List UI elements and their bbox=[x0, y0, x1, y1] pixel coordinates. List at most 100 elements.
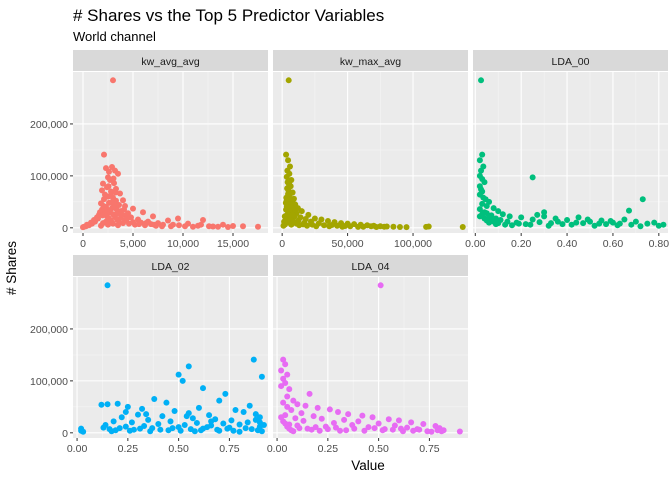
data-point-lda-00 bbox=[529, 216, 536, 223]
chart-subtitle: World channel bbox=[73, 29, 156, 44]
data-point-kw-avg-avg bbox=[140, 209, 146, 216]
data-point-kw-avg-avg bbox=[99, 187, 105, 194]
data-point-lda-00 bbox=[481, 179, 488, 186]
data-point-lda-00 bbox=[573, 219, 580, 226]
data-point-lda-04 bbox=[284, 371, 291, 378]
y-axis-title: # Shares bbox=[4, 241, 19, 295]
data-point-lda-00 bbox=[522, 221, 529, 228]
data-point-lda-02 bbox=[177, 427, 184, 434]
data-point-lda-00 bbox=[639, 196, 646, 203]
facet-strip-label-kw-max-avg: kw_max_avg bbox=[340, 56, 401, 68]
data-point-lda-02 bbox=[228, 417, 235, 424]
data-point-lda-04 bbox=[341, 416, 348, 423]
data-point-kw-avg-avg bbox=[182, 223, 188, 230]
data-point-kw-avg-avg bbox=[190, 223, 196, 230]
data-point-lda-00 bbox=[559, 221, 566, 228]
data-point-lda-00 bbox=[502, 221, 509, 228]
data-point-lda-02 bbox=[116, 425, 123, 432]
data-point-kw-max-avg bbox=[281, 213, 288, 220]
y-tick-label: 100,000 bbox=[30, 171, 68, 183]
data-point-lda-02 bbox=[204, 424, 211, 431]
data-point-kw-avg-avg bbox=[130, 219, 136, 226]
data-point-lda-02 bbox=[246, 402, 253, 409]
data-point-lda-00 bbox=[628, 221, 635, 228]
data-point-kw-avg-avg bbox=[111, 180, 117, 187]
data-point-lda-02 bbox=[122, 409, 129, 416]
data-point-lda-04 bbox=[404, 424, 411, 431]
data-point-lda-02 bbox=[240, 409, 247, 416]
data-point-lda-02 bbox=[230, 427, 237, 434]
data-point-lda-00 bbox=[479, 151, 486, 158]
data-point-lda-04 bbox=[408, 419, 415, 426]
data-point-lda-00 bbox=[651, 219, 658, 226]
x-tick-label-lda-02: 0.75 bbox=[219, 443, 240, 455]
data-point-lda-04 bbox=[420, 420, 427, 427]
data-point-lda-02 bbox=[236, 421, 243, 428]
y-tick-label: 200,000 bbox=[30, 324, 68, 336]
data-point-kw-max-avg bbox=[285, 157, 292, 164]
facet-strip-label-lda-00: LDA_00 bbox=[552, 56, 590, 68]
data-point-lda-00 bbox=[621, 216, 628, 223]
data-point-lda-04 bbox=[282, 361, 289, 368]
data-point-lda-04 bbox=[302, 402, 309, 409]
data-point-lda-04 bbox=[369, 414, 376, 421]
data-point-kw-avg-avg bbox=[255, 223, 261, 230]
data-point-lda-04 bbox=[282, 379, 289, 386]
data-point-lda-00 bbox=[564, 217, 571, 224]
data-point-lda-00 bbox=[575, 214, 582, 221]
data-point-lda-00 bbox=[660, 221, 667, 228]
data-point-kw-max-avg bbox=[324, 218, 331, 225]
data-point-kw-avg-avg bbox=[107, 192, 114, 199]
data-point-lda-04 bbox=[278, 367, 285, 374]
data-point-lda-04 bbox=[310, 413, 317, 420]
data-point-lda-04 bbox=[355, 418, 362, 425]
x-tick-label-kw-max-avg: 0 bbox=[279, 238, 285, 250]
data-point-lda-04 bbox=[306, 390, 313, 397]
data-point-kw-max-avg bbox=[373, 224, 380, 231]
data-point-lda-00 bbox=[626, 207, 632, 214]
data-point-lda-00 bbox=[495, 208, 502, 215]
data-point-lda-02 bbox=[143, 411, 150, 418]
data-point-lda-04 bbox=[290, 397, 297, 404]
facet-strip-label-lda-02: LDA_02 bbox=[152, 261, 190, 273]
data-point-kw-avg-avg bbox=[136, 221, 142, 228]
data-point-lda-04 bbox=[292, 415, 299, 422]
data-point-lda-00 bbox=[483, 202, 490, 209]
data-point-kw-max-avg bbox=[381, 223, 388, 230]
data-point-lda-02 bbox=[236, 428, 243, 435]
data-point-lda-02 bbox=[171, 407, 178, 414]
data-point-kw-max-avg bbox=[285, 77, 292, 84]
data-point-lda-04 bbox=[345, 411, 352, 418]
data-point-lda-04 bbox=[284, 393, 291, 400]
data-point-lda-00 bbox=[616, 220, 623, 227]
x-axis-title: Value bbox=[351, 458, 385, 473]
data-point-lda-02 bbox=[220, 420, 227, 427]
data-point-lda-00 bbox=[580, 220, 587, 227]
data-point-lda-02 bbox=[155, 420, 162, 427]
data-point-lda-04 bbox=[326, 406, 333, 413]
data-point-kw-avg-avg bbox=[225, 224, 231, 231]
data-point-lda-00 bbox=[644, 220, 651, 227]
data-point-lda-02 bbox=[159, 413, 166, 420]
data-point-lda-00 bbox=[548, 220, 554, 227]
data-point-lda-00 bbox=[527, 221, 534, 228]
data-point-kw-avg-avg bbox=[104, 207, 111, 214]
data-point-lda-02 bbox=[139, 405, 146, 412]
data-point-lda-02 bbox=[189, 415, 196, 422]
data-point-lda-04 bbox=[324, 426, 331, 433]
data-point-lda-00 bbox=[632, 218, 639, 225]
data-point-lda-02 bbox=[214, 426, 221, 433]
data-point-kw-max-avg bbox=[283, 151, 290, 158]
data-point-lda-04 bbox=[438, 428, 445, 435]
data-point-lda-04 bbox=[351, 425, 358, 432]
data-point-lda-02 bbox=[224, 425, 231, 432]
x-tick-label-lda-00: 0.40 bbox=[557, 238, 578, 250]
data-point-lda-02 bbox=[122, 423, 129, 430]
data-point-kw-max-avg bbox=[321, 222, 328, 229]
data-point-lda-02 bbox=[110, 418, 117, 425]
data-point-lda-02 bbox=[98, 401, 105, 408]
chart-title: # Shares vs the Top 5 Predictor Variable… bbox=[73, 6, 385, 25]
data-point-lda-02 bbox=[106, 426, 113, 433]
facet-strip-label-kw-avg-avg: kw_avg_avg bbox=[141, 56, 200, 68]
